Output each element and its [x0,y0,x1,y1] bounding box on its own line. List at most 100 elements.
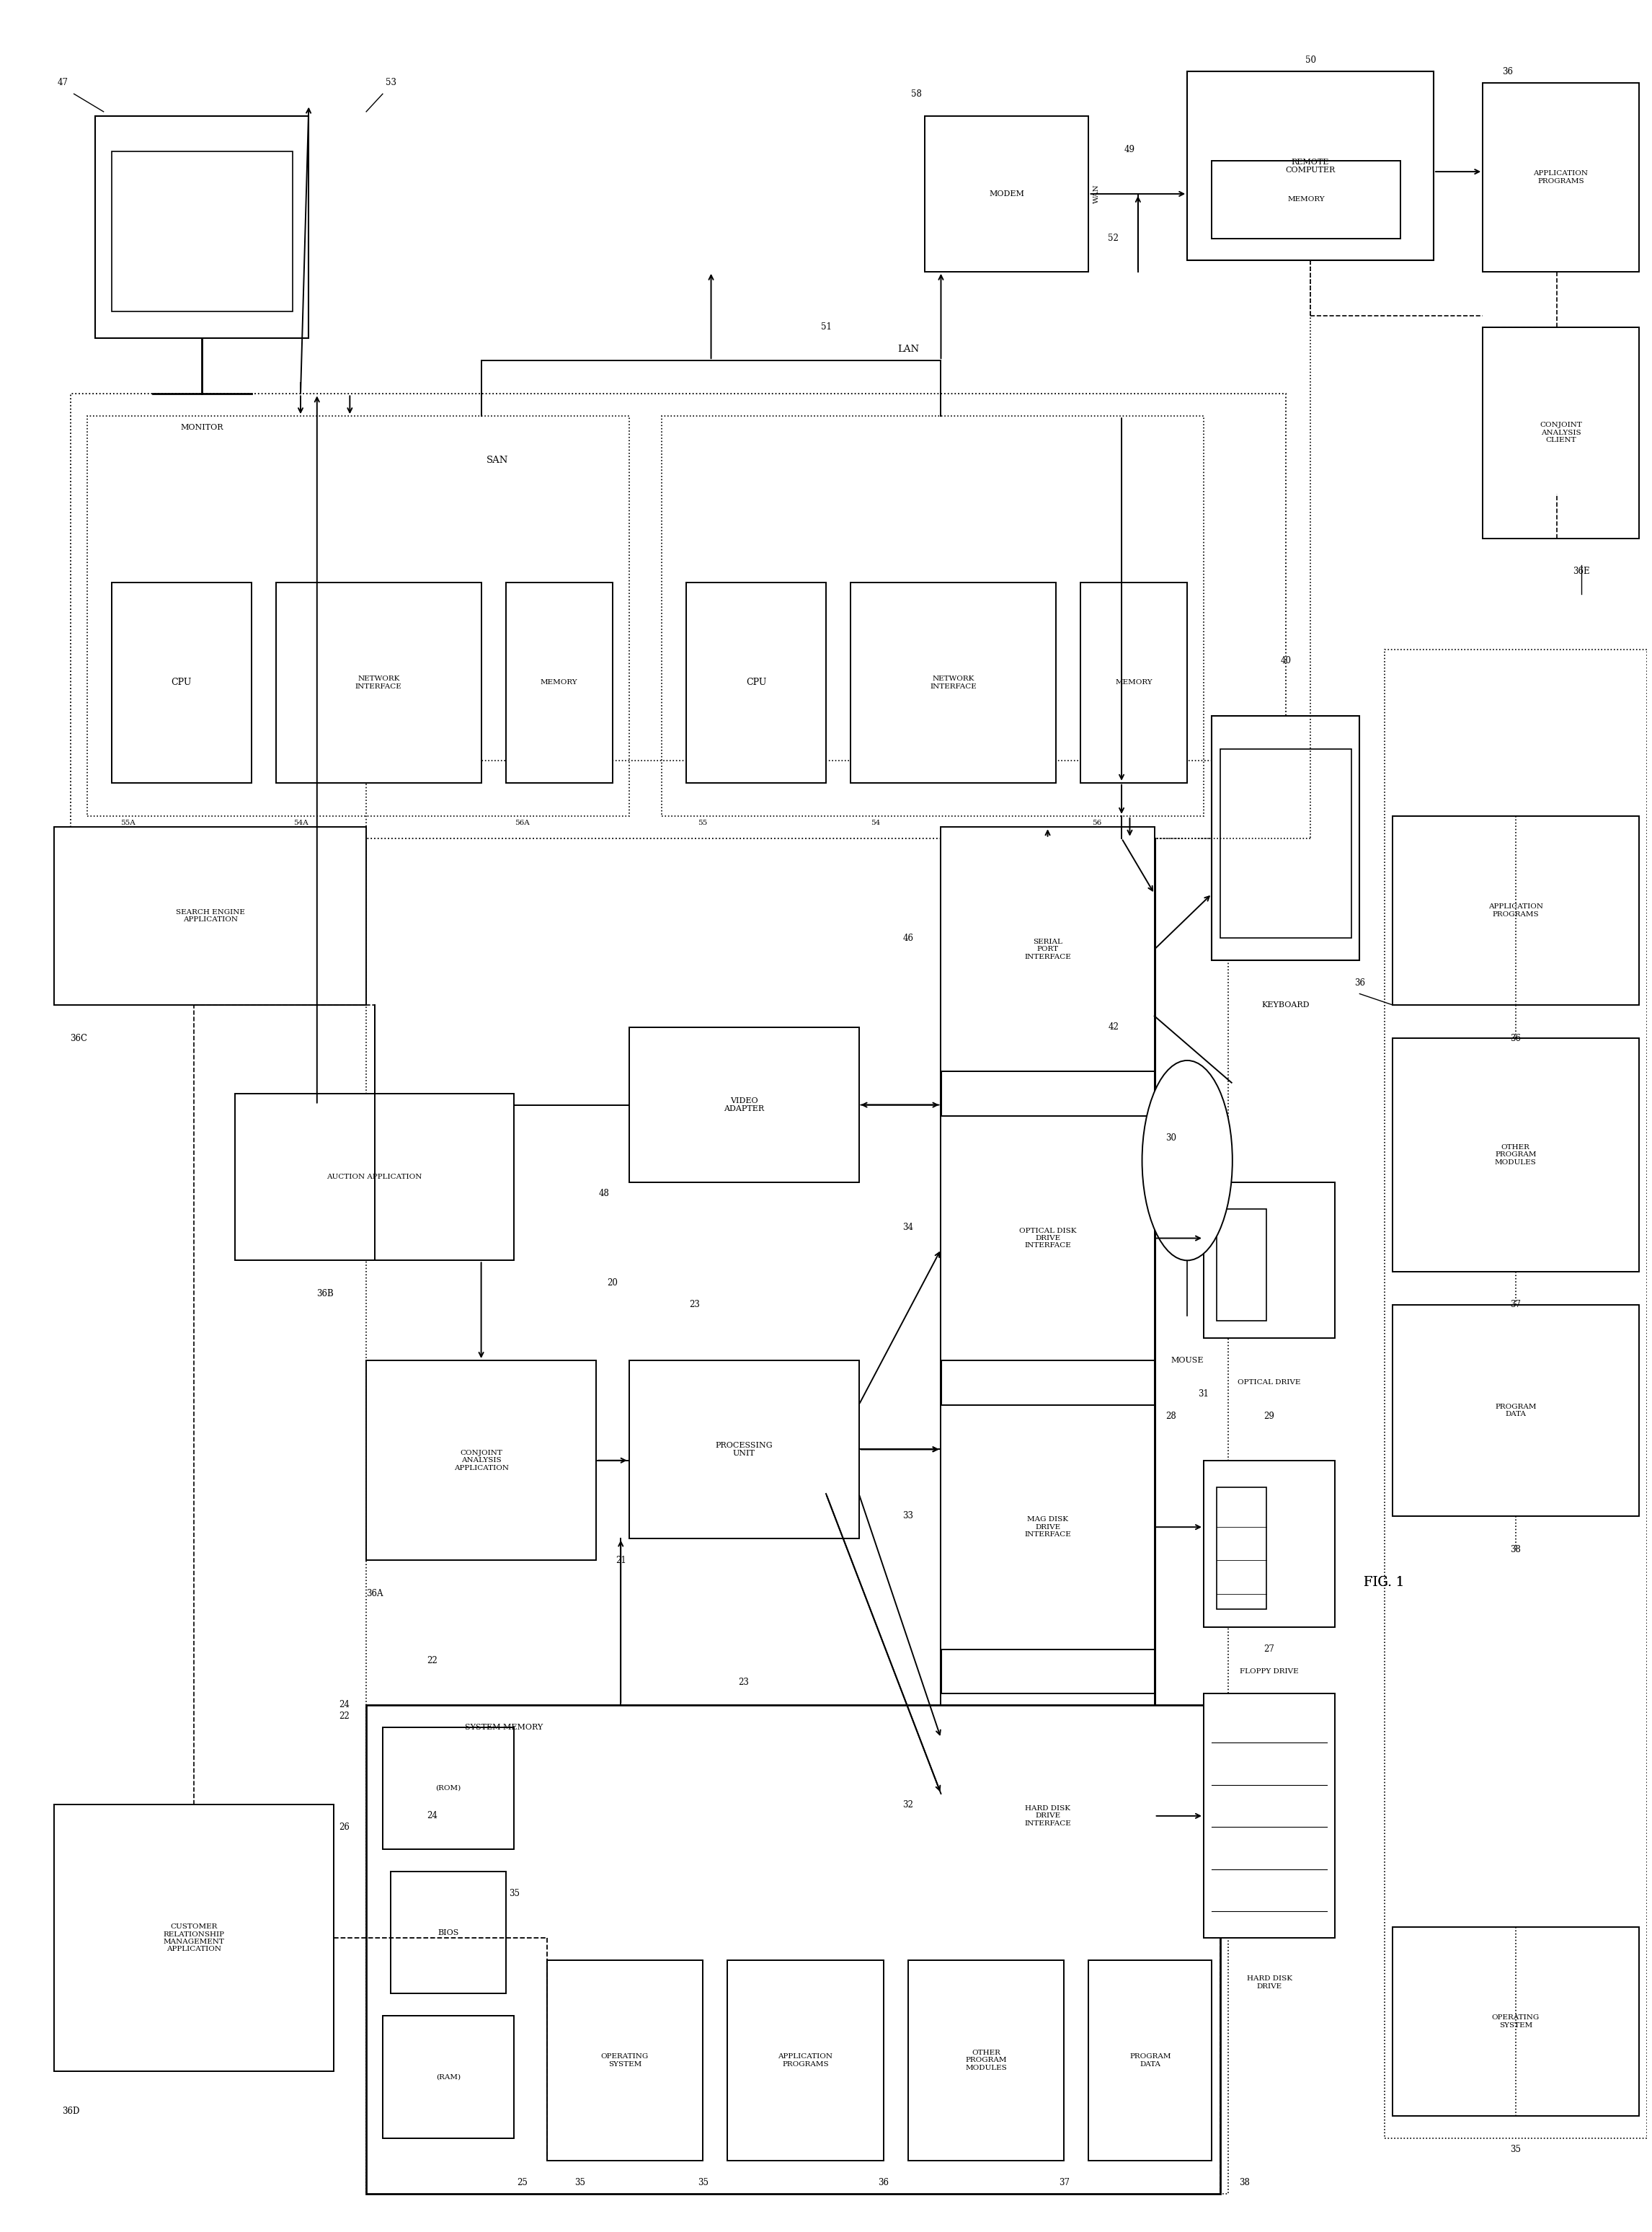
Text: 36B: 36B [317,1290,334,1299]
Text: 36E: 36E [1573,567,1589,576]
FancyBboxPatch shape [942,1694,1155,1937]
FancyBboxPatch shape [925,116,1089,272]
Text: REMOTE
COMPUTER: REMOTE COMPUTER [1285,158,1335,174]
Text: 25: 25 [517,2178,527,2187]
Text: 36C: 36C [71,1033,88,1042]
Text: FIG. 1: FIG. 1 [1365,1576,1404,1589]
Text: MOUSE: MOUSE [1171,1357,1204,1364]
FancyBboxPatch shape [392,1870,506,1993]
Text: 26: 26 [339,1821,350,1832]
FancyBboxPatch shape [235,1094,514,1261]
Text: 36: 36 [1502,67,1513,76]
Text: OTHER
PROGRAM
MODULES: OTHER PROGRAM MODULES [1495,1145,1536,1165]
FancyBboxPatch shape [1089,1960,1213,2161]
FancyBboxPatch shape [367,1705,1221,2194]
Text: 55: 55 [699,819,707,826]
Text: 51: 51 [821,321,831,333]
FancyBboxPatch shape [1080,583,1188,783]
FancyBboxPatch shape [1393,1038,1639,1272]
Text: MONITOR: MONITOR [180,424,223,431]
FancyBboxPatch shape [1393,817,1639,1004]
FancyBboxPatch shape [629,1362,859,1538]
Text: MEMORY: MEMORY [1115,679,1153,685]
Text: 36: 36 [1355,978,1365,987]
Text: 33: 33 [902,1511,914,1520]
Text: 52: 52 [1108,234,1118,243]
Text: 36A: 36A [367,1589,383,1598]
Text: 24: 24 [426,1810,438,1821]
Text: SYSTEM MEMORY: SYSTEM MEMORY [464,1723,544,1730]
FancyBboxPatch shape [687,583,826,783]
Text: 35: 35 [509,1888,519,1899]
Text: CPU: CPU [747,679,767,687]
Text: CONJOINT
ANALYSIS
APPLICATION: CONJOINT ANALYSIS APPLICATION [454,1449,509,1471]
FancyBboxPatch shape [1188,71,1434,261]
Text: BIOS: BIOS [438,1928,459,1935]
Text: MEMORY: MEMORY [1287,196,1325,203]
Text: CONJOINT
ANALYSIS
CLIENT: CONJOINT ANALYSIS CLIENT [1540,422,1583,444]
Text: 40: 40 [1280,656,1292,665]
FancyBboxPatch shape [942,1404,1155,1649]
Text: 36: 36 [879,2178,889,2187]
Text: 30: 30 [1165,1134,1176,1143]
Text: WAN: WAN [1094,185,1100,203]
Text: SEARCH ENGINE
APPLICATION: SEARCH ENGINE APPLICATION [175,908,244,924]
Text: CPU: CPU [172,679,192,687]
Text: FLOPPY DRIVE: FLOPPY DRIVE [1241,1667,1298,1674]
Text: 56: 56 [1092,819,1102,826]
FancyBboxPatch shape [1204,1694,1335,1937]
Text: 35: 35 [697,2178,709,2187]
Text: PROCESSING
UNIT: PROCESSING UNIT [715,1442,773,1457]
FancyBboxPatch shape [55,1806,334,2071]
Text: 56A: 56A [515,819,530,826]
Text: FIG. 1: FIG. 1 [1365,1576,1404,1589]
Text: 31: 31 [1198,1388,1209,1399]
Text: 58: 58 [910,89,922,98]
Text: APPLICATION
PROGRAMS: APPLICATION PROGRAMS [778,2053,833,2067]
Text: MEMORY: MEMORY [540,679,578,685]
Text: 48: 48 [600,1190,610,1199]
Text: AUCTION APPLICATION: AUCTION APPLICATION [327,1174,423,1181]
Text: 22: 22 [426,1656,438,1665]
Text: APPLICATION
PROGRAMS: APPLICATION PROGRAMS [1533,170,1588,185]
Text: 32: 32 [902,1801,914,1810]
FancyBboxPatch shape [96,116,309,339]
Text: 35: 35 [575,2178,585,2187]
Text: 21: 21 [616,1556,626,1565]
Text: 23: 23 [689,1301,700,1310]
Text: 46: 46 [902,933,914,942]
Text: 23: 23 [738,1678,750,1687]
FancyBboxPatch shape [1218,1487,1265,1609]
Text: 22: 22 [339,1712,350,1721]
Text: LAN: LAN [897,344,919,355]
FancyBboxPatch shape [547,1960,702,2161]
Text: 28: 28 [1166,1411,1176,1420]
FancyBboxPatch shape [1213,716,1360,960]
Text: 42: 42 [1108,1022,1118,1031]
FancyBboxPatch shape [1393,1306,1639,1516]
FancyBboxPatch shape [112,583,251,783]
FancyBboxPatch shape [851,583,1056,783]
Text: OPTICAL DRIVE: OPTICAL DRIVE [1237,1379,1300,1386]
FancyBboxPatch shape [383,1728,514,1850]
Text: OPTICAL DISK
DRIVE
INTERFACE: OPTICAL DISK DRIVE INTERFACE [1019,1228,1077,1250]
Text: 38: 38 [1510,1545,1521,1553]
Text: 37: 37 [1059,2178,1069,2187]
Text: 49: 49 [1125,145,1135,154]
Text: HARD DISK
DRIVE: HARD DISK DRIVE [1247,1975,1292,1989]
FancyBboxPatch shape [1221,750,1351,937]
FancyBboxPatch shape [1204,1183,1335,1339]
Text: 36D: 36D [61,2107,79,2116]
Text: SAN: SAN [487,455,509,464]
FancyBboxPatch shape [1393,1926,1639,2116]
FancyBboxPatch shape [727,1960,884,2161]
FancyBboxPatch shape [1204,1460,1335,1627]
FancyBboxPatch shape [276,583,481,783]
FancyBboxPatch shape [1483,328,1639,538]
Text: CUSTOMER
RELATIONSHIP
MANAGEMENT
APPLICATION: CUSTOMER RELATIONSHIP MANAGEMENT APPLICA… [164,1924,225,1953]
Text: MAG DISK
DRIVE
INTERFACE: MAG DISK DRIVE INTERFACE [1024,1516,1070,1538]
Text: OPERATING
SYSTEM: OPERATING SYSTEM [1492,2015,1540,2029]
FancyBboxPatch shape [383,2015,514,2138]
Text: 20: 20 [608,1279,618,1288]
FancyBboxPatch shape [55,828,367,1004]
